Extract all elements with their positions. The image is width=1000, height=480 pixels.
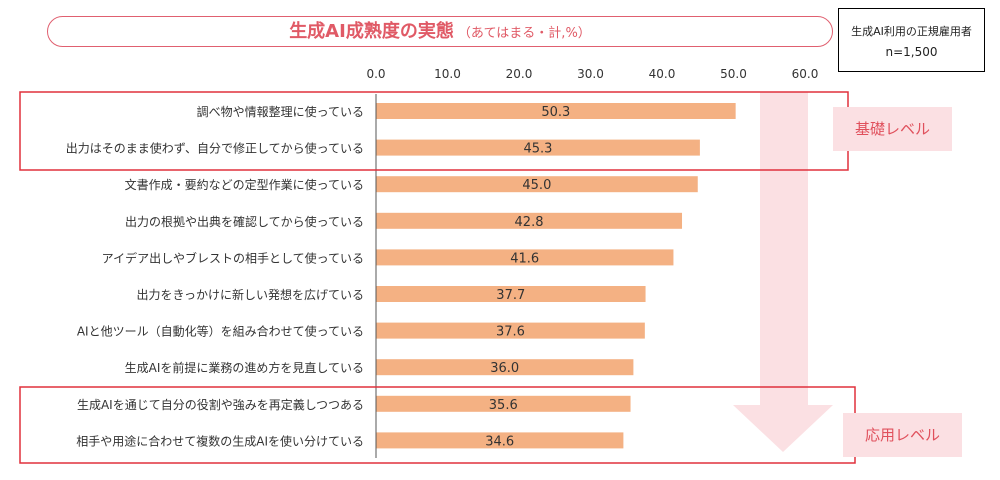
bar-value-label: 45.3: [523, 142, 552, 157]
category-label: アイデア出しやブレストの相手として使っている: [102, 250, 364, 265]
category-label: 生成AIを通じて自分の役割や強みを再定義しつつある: [77, 397, 364, 412]
sample-info-box: 生成AI利用の正規雇用者 n=1,500: [838, 8, 985, 72]
x-tick-label: 50.0: [720, 67, 747, 81]
x-tick-label: 0.0: [366, 67, 385, 81]
bar-value-label: 36.0: [490, 361, 519, 376]
category-label: 生成AIを前提に業務の進め方を見直している: [125, 360, 364, 375]
x-tick-label: 40.0: [649, 67, 676, 81]
bar: [376, 176, 698, 193]
chart-title-pill: 生成AI成熟度の実態 （あてはまる・計,%）: [47, 16, 833, 47]
category-label: AIと他ツール（自動化等）を組み合わせて使っている: [77, 324, 364, 339]
bar: [376, 359, 634, 376]
level-label-basic: 基礎レベル: [833, 107, 952, 151]
x-tick-label: 20.0: [506, 67, 533, 81]
category-label: 調べ物や情報整理に使っている: [197, 104, 364, 119]
bar: [376, 395, 631, 412]
category-label: 出力はそのまま使わず、自分で修正してから使っている: [66, 141, 364, 156]
chart-title: 生成AI成熟度の実態: [289, 21, 454, 42]
bar: [376, 432, 624, 449]
sample-size: n=1,500: [885, 45, 938, 59]
bar-value-label: 37.6: [496, 325, 525, 340]
bar-value-label: 34.6: [485, 434, 514, 449]
bar-value-label: 42.8: [515, 215, 544, 230]
x-tick-label: 30.0: [577, 67, 604, 81]
level-arrow-shaft: [760, 92, 808, 412]
bar: [376, 286, 646, 302]
bar-value-label: 45.0: [522, 178, 551, 193]
bar: [376, 103, 736, 119]
level-arrow-head: [733, 405, 833, 452]
bar: [376, 139, 700, 156]
bar-value-label: 35.6: [489, 398, 518, 413]
bar: [376, 322, 645, 339]
bar-value-label: 50.3: [541, 105, 570, 120]
bar-value-label: 37.7: [496, 288, 525, 303]
level-label-applied: 応用レベル: [843, 413, 962, 457]
x-tick-label: 60.0: [792, 67, 819, 81]
chart-subtitle: （あてはまる・計,%）: [457, 26, 591, 41]
category-label: 相手や用途に合わせて複数の生成AIを使い分けている: [76, 433, 364, 448]
category-label: 出力をきっかけに新しい発想を広げている: [136, 287, 364, 302]
category-label: 文書作成・要約などの定型作業に使っている: [125, 177, 364, 192]
category-label: 出力の根拠や出典を確認してから使っている: [125, 214, 364, 229]
sample-group: 生成AI利用の正規雇用者: [851, 25, 972, 38]
x-tick-label: 10.0: [434, 67, 461, 81]
bar-value-label: 41.6: [510, 251, 539, 266]
bar: [376, 212, 683, 229]
bar: [376, 249, 674, 266]
